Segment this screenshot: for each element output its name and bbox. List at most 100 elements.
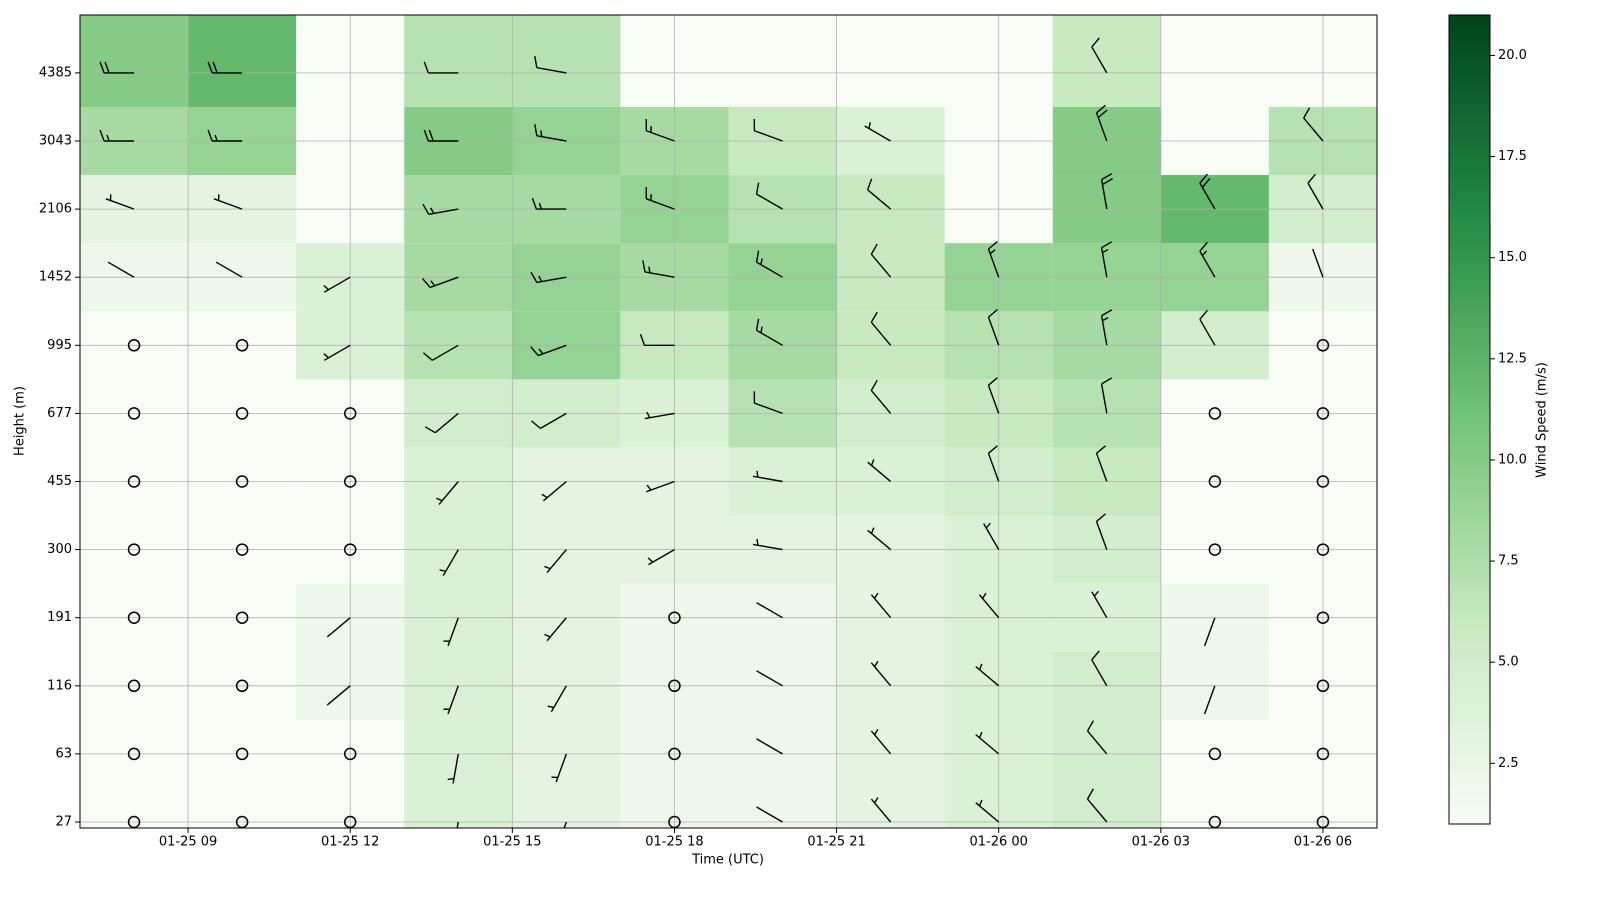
- wind-barb: [544, 549, 567, 574]
- x-tick-label: 01-25 12: [321, 835, 379, 850]
- wind-barb: [1095, 104, 1108, 142]
- axes: 27 63 116 191 300 455 677 995 1452 2106 3043 4385 01…: [39, 48, 1527, 850]
- wind-barb: [423, 129, 459, 142]
- y-tick-label: 3043: [39, 134, 72, 149]
- wind-barb: [756, 806, 783, 823]
- wind-barb: [99, 61, 135, 74]
- wind-barb: [323, 344, 351, 361]
- wind-barb: [1100, 377, 1113, 414]
- y-tick-label: 191: [47, 610, 72, 625]
- wind-barb: [752, 470, 783, 483]
- wind-barb: [323, 276, 351, 293]
- wind-barb: [1203, 685, 1216, 715]
- wind-barb: [1095, 445, 1108, 482]
- wind-barb: [646, 480, 675, 493]
- calm-marker: [343, 475, 357, 488]
- speed-cell: [80, 787, 189, 828]
- wind-barb: [645, 187, 675, 210]
- wind-barb: [1086, 788, 1108, 823]
- calm-marker: [1316, 407, 1330, 420]
- calm-marker: [343, 747, 357, 761]
- y-tick-label: 27: [55, 815, 72, 830]
- calm-marker: [1316, 543, 1330, 556]
- wind-barb: [987, 377, 1000, 414]
- wind-barb: [1091, 37, 1108, 74]
- colorbar-tick-label: 7.5: [1498, 554, 1519, 569]
- x-tick-label: 01-25 15: [483, 835, 541, 850]
- wind-barb: [983, 522, 1000, 550]
- wind-barb: [753, 119, 783, 142]
- calm-marker: [1208, 543, 1222, 556]
- wind-barb: [424, 412, 459, 434]
- wind-barb: [563, 821, 568, 828]
- wind-barb: [870, 592, 892, 619]
- wind-barb: [215, 261, 243, 278]
- wind-barb: [436, 481, 459, 505]
- colorbar: [1448, 14, 1491, 825]
- calm-marker: [127, 611, 141, 624]
- wind-barb: [647, 548, 675, 566]
- wind-barb: [530, 344, 567, 357]
- calm-marker: [235, 339, 249, 352]
- calm-marker: [235, 543, 249, 556]
- wind-barb: [107, 261, 135, 278]
- colorbar-tick-label: 15.0: [1498, 250, 1527, 265]
- y-tick-label: 63: [55, 746, 72, 761]
- wind-barb: [975, 799, 1000, 823]
- colorbar-tick-label: 20.0: [1498, 48, 1527, 63]
- wind-barb: [755, 182, 783, 210]
- calm-marker: [127, 679, 141, 693]
- x-tick-label: 01-26 00: [969, 835, 1027, 850]
- wind-barb: [1091, 590, 1108, 619]
- wind-barb: [864, 122, 891, 142]
- x-tick-label: 01-25 09: [159, 835, 217, 850]
- y-tick-label: 116: [47, 678, 72, 693]
- wind-barb: [1199, 173, 1216, 210]
- wind-barb: [867, 527, 892, 551]
- calm-marker: [235, 407, 249, 420]
- calm-marker: [1316, 747, 1330, 761]
- calm-marker: [127, 475, 141, 488]
- wind-barb: [447, 753, 459, 784]
- wind-barb: [326, 685, 351, 706]
- colorbar-tick-label: 12.5: [1498, 351, 1527, 366]
- wind-barb: [1091, 650, 1108, 687]
- wind-barb: [1203, 617, 1216, 647]
- wind-barb: [987, 240, 1000, 278]
- wind-barb: [547, 685, 567, 713]
- colorbar-tick-label: 2.5: [1498, 756, 1519, 771]
- speed-cell: [512, 15, 621, 107]
- calm-marker: [343, 543, 357, 556]
- wind-barb: [213, 194, 243, 210]
- wind-barb: [541, 480, 567, 502]
- calm-marker: [668, 679, 681, 693]
- y-tick-label: 300: [47, 542, 72, 557]
- wind-barb: [439, 549, 459, 576]
- calm-marker: [668, 611, 681, 624]
- wind-barb: [99, 129, 135, 142]
- speed-cell: [188, 787, 297, 828]
- calm-marker: [235, 611, 249, 624]
- wind-barb: [752, 538, 783, 551]
- wind-barb: [1312, 248, 1324, 278]
- calm-marker: [127, 747, 141, 761]
- calm-marker: [127, 339, 141, 352]
- wind-barb: [975, 663, 1000, 687]
- colorbar-tick-label: 10.0: [1498, 452, 1527, 467]
- wind-barb: [443, 617, 459, 647]
- x-tick-label: 01-25 21: [807, 835, 865, 850]
- calm-marker: [1316, 611, 1330, 624]
- wind-barb: [423, 61, 459, 74]
- wind-barb: [753, 391, 783, 415]
- x-tick-label: 01-25 18: [645, 835, 703, 850]
- wind-barb: [975, 731, 1000, 755]
- calm-marker: [235, 679, 249, 693]
- y-tick-label: 2106: [39, 202, 72, 217]
- wind-barb: [645, 119, 675, 142]
- x-tick-label: 01-26 06: [1294, 835, 1352, 850]
- wind-barb: [756, 670, 783, 687]
- wind-barb: [534, 56, 567, 74]
- wind-barb: [756, 738, 783, 755]
- wind-barb: [422, 344, 459, 361]
